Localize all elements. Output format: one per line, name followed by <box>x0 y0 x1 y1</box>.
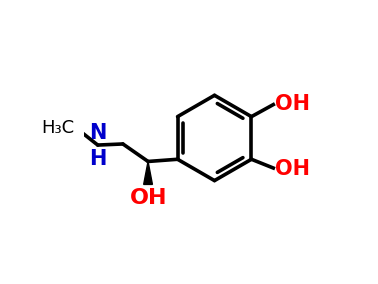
Text: H₃C: H₃C <box>42 118 75 137</box>
Text: OH: OH <box>275 94 310 114</box>
Text: N: N <box>89 123 107 143</box>
Text: OH: OH <box>130 188 167 208</box>
Text: OH: OH <box>275 159 310 179</box>
Polygon shape <box>144 162 152 184</box>
Text: H: H <box>89 149 107 169</box>
